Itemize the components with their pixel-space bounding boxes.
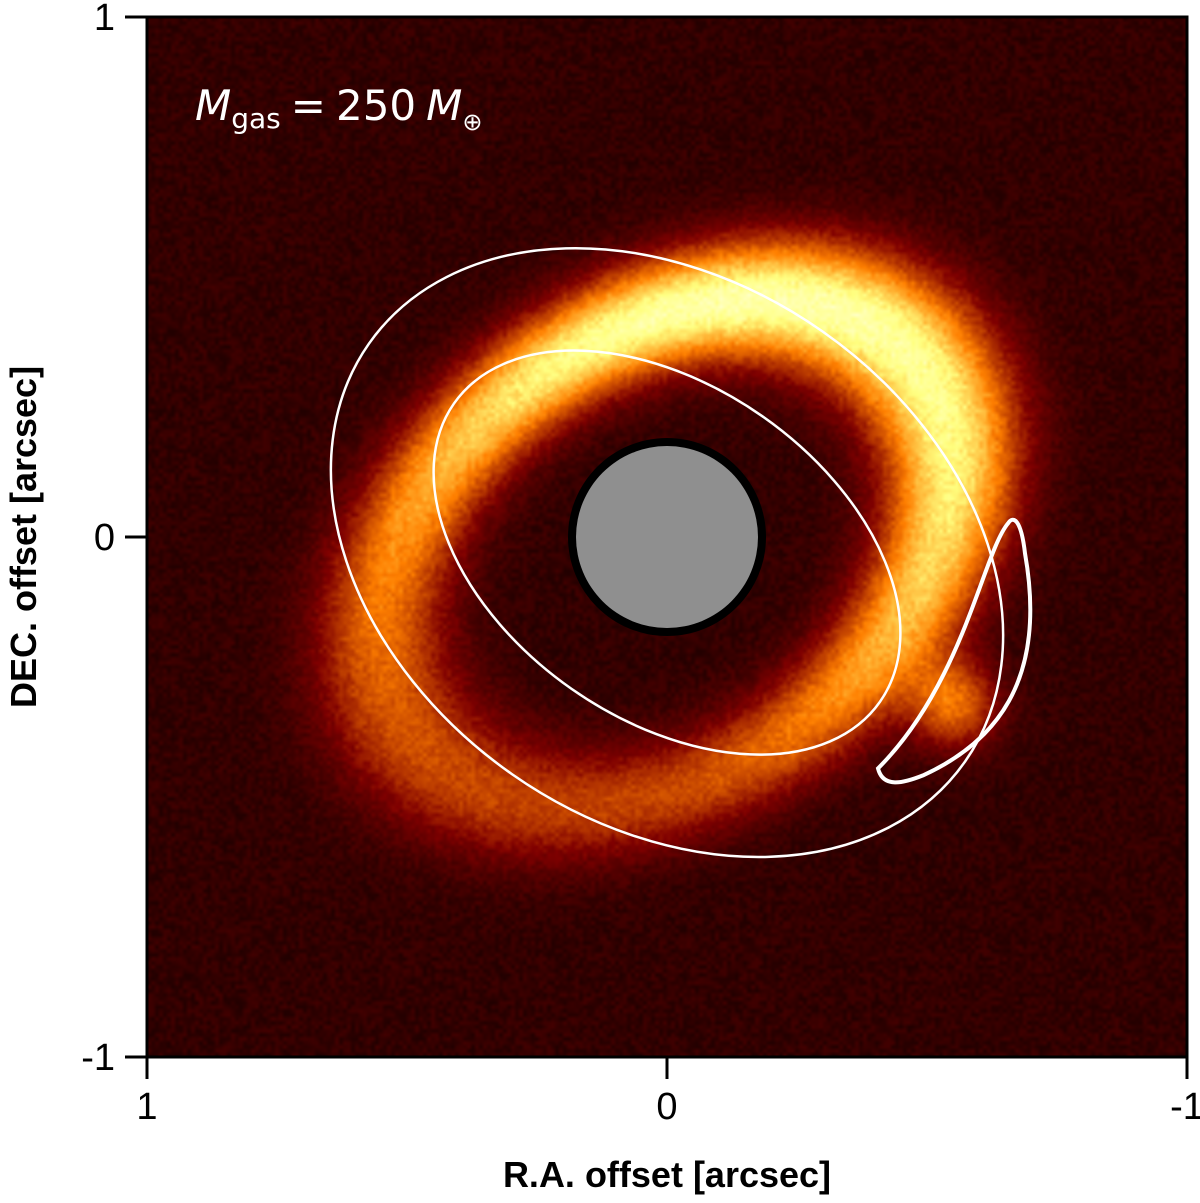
mass-annotation: Mgas = 250 M⊕ (195, 81, 483, 136)
y-axis: -1 0 1 (81, 0, 147, 1079)
annotation-value: 250 (336, 81, 416, 130)
contour-group (329, 246, 1033, 859)
annotation-subscript: gas (231, 102, 281, 135)
x-axis-label: R.A. offset [arcsec] (503, 1154, 831, 1195)
contour-inner (432, 349, 902, 756)
annotation-equals: = (291, 81, 326, 130)
y-tick-label: -1 (81, 1037, 115, 1079)
x-tick-label: 1 (136, 1086, 157, 1128)
x-tick-label: 0 (656, 1086, 677, 1128)
plot-area (145, 15, 1189, 1059)
contour-outer (329, 246, 1005, 859)
mask-disc (576, 446, 758, 628)
clump-contour (875, 517, 1033, 785)
annotation-unit-subscript: ⊕ (462, 108, 482, 136)
annotation-symbol: M (195, 81, 231, 130)
y-tick-label: 1 (94, 0, 115, 39)
center-mask (568, 438, 766, 636)
x-tick-label: -1 (1170, 1086, 1200, 1128)
x-axis: 1 0 -1 (136, 1057, 1200, 1128)
y-tick-label: 0 (94, 517, 115, 559)
y-axis-label: DEC. offset [arcsec] (3, 366, 44, 708)
annotation-unit: M (426, 81, 462, 130)
